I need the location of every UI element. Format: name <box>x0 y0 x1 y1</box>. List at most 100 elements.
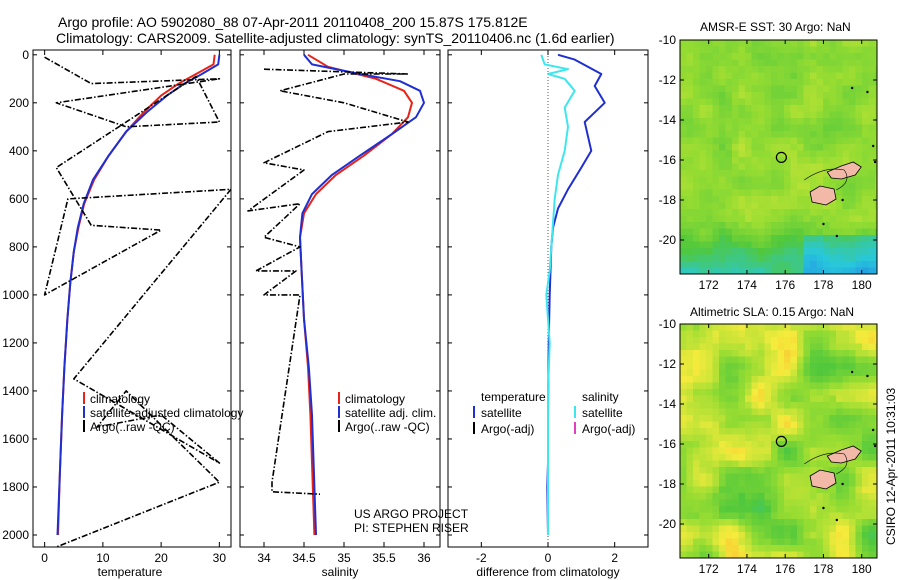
sst-map-cell <box>797 267 804 274</box>
sla-map-cell <box>745 434 752 442</box>
sla-map-cell <box>810 337 817 344</box>
sst-map-cell <box>797 59 804 67</box>
sla-map-cell <box>712 519 720 526</box>
sst-map-cell <box>784 150 791 158</box>
sla-map-cell <box>719 480 726 487</box>
sst-map-cell <box>836 261 843 268</box>
sla-map-cell <box>693 389 700 396</box>
sst-map-cell <box>862 170 869 177</box>
sla-map-cell <box>829 382 837 390</box>
sst-map-cell <box>712 222 720 229</box>
sla-map-cell <box>842 545 850 552</box>
sst-map-cell <box>777 46 785 54</box>
sst-map-cell <box>699 150 707 158</box>
sst-map-cell <box>816 118 824 125</box>
sla-map-cell <box>784 519 791 526</box>
sst-map-cell <box>680 137 687 145</box>
sla-map-cell <box>777 363 785 370</box>
sst-map-cell <box>836 209 843 216</box>
sst-map-cell <box>712 59 720 67</box>
sst-map-cell <box>823 53 830 60</box>
sst-map-cell <box>732 66 739 73</box>
sst-map-cell <box>680 183 687 190</box>
sla-map-cell <box>751 382 759 390</box>
sla-map-cell <box>764 330 772 338</box>
sst-map-cell <box>686 209 694 216</box>
sla-map-cell <box>777 551 785 558</box>
sst-map-cell <box>764 202 772 210</box>
sla-map-cell <box>686 441 694 448</box>
sst-map-cell <box>855 98 863 106</box>
sla-map-cell <box>680 545 687 552</box>
sst-map-cell <box>764 183 772 190</box>
sla-map-cell <box>823 519 830 526</box>
sla-map-cell <box>719 460 726 468</box>
sst-map-cell <box>712 170 720 177</box>
sla-map-cell <box>797 343 804 351</box>
sst-map-islet <box>866 90 869 94</box>
sst-map-cell <box>751 209 759 216</box>
sst-map-cell <box>855 157 863 164</box>
sla-map-cell <box>719 330 726 338</box>
sla-map-cell <box>868 428 876 435</box>
sla-map-cell <box>732 369 739 377</box>
sst-map-cell <box>758 98 765 106</box>
sst-map-cell <box>875 111 877 119</box>
sst-map-cell <box>784 92 791 99</box>
sst-map-cell <box>849 98 856 106</box>
sla-map-cell <box>836 330 843 338</box>
sst-map-cell <box>693 72 700 80</box>
sla-map-cell <box>686 506 694 513</box>
sst-map-cell <box>738 92 746 99</box>
sla-map-cell <box>777 408 785 416</box>
sst-map-cell <box>855 59 863 67</box>
sst-map-cell <box>686 196 694 203</box>
sst-map-cell <box>810 170 817 177</box>
sla-map-cell <box>836 538 843 546</box>
sst-map-cell <box>706 241 713 249</box>
sla-map-cell <box>745 350 752 357</box>
sst-map-cell <box>712 241 720 249</box>
sla-map-cell <box>738 493 746 500</box>
sst-map-cell <box>732 53 739 60</box>
sst-map-cell <box>719 92 726 99</box>
sst-map-cell <box>784 46 791 54</box>
sla-map-cell <box>823 324 830 331</box>
sst-map-cell <box>699 59 707 67</box>
sla-map-cell <box>732 389 739 396</box>
sla-map-cell <box>862 486 869 494</box>
sst-map-xtick-label: 174 <box>737 278 757 292</box>
sst-map-cell <box>829 150 837 158</box>
sst-map-cell <box>842 228 850 236</box>
sla-map-cell <box>745 382 752 390</box>
sla-map-cell <box>842 525 850 533</box>
sla-map-cell <box>816 512 824 520</box>
sst-map-cell <box>816 92 824 99</box>
sla-map-cell <box>836 493 843 500</box>
sst-map-cell <box>764 228 772 236</box>
sst-map-cell <box>680 53 687 60</box>
sst-map-cell <box>751 79 759 86</box>
sla-map-cell <box>855 493 863 500</box>
sst-map-cell <box>680 92 687 99</box>
sst-map-cell <box>842 254 850 262</box>
sst-map-cell <box>875 241 877 249</box>
sst-map-cell <box>823 144 830 151</box>
sst-map-cell <box>829 183 837 190</box>
sst-map-cell <box>862 137 869 145</box>
sla-map-cell <box>790 467 798 474</box>
sla-map-cell <box>829 408 837 416</box>
sst-map-cell <box>699 261 707 268</box>
sst-map-cell <box>751 202 759 210</box>
sst-map-cell <box>758 157 765 164</box>
sla-map-cell <box>784 493 791 500</box>
sst-map-cell <box>829 157 837 164</box>
sla-map-cell <box>706 369 713 377</box>
sst-map-cell <box>751 163 759 171</box>
sla-map-cell <box>745 395 752 403</box>
sla-map-cell <box>706 551 713 558</box>
sst-map-cell <box>849 261 856 268</box>
sst-map-cell <box>706 157 713 164</box>
sst-map-cell <box>868 118 876 125</box>
sst-map-cell <box>777 131 785 138</box>
